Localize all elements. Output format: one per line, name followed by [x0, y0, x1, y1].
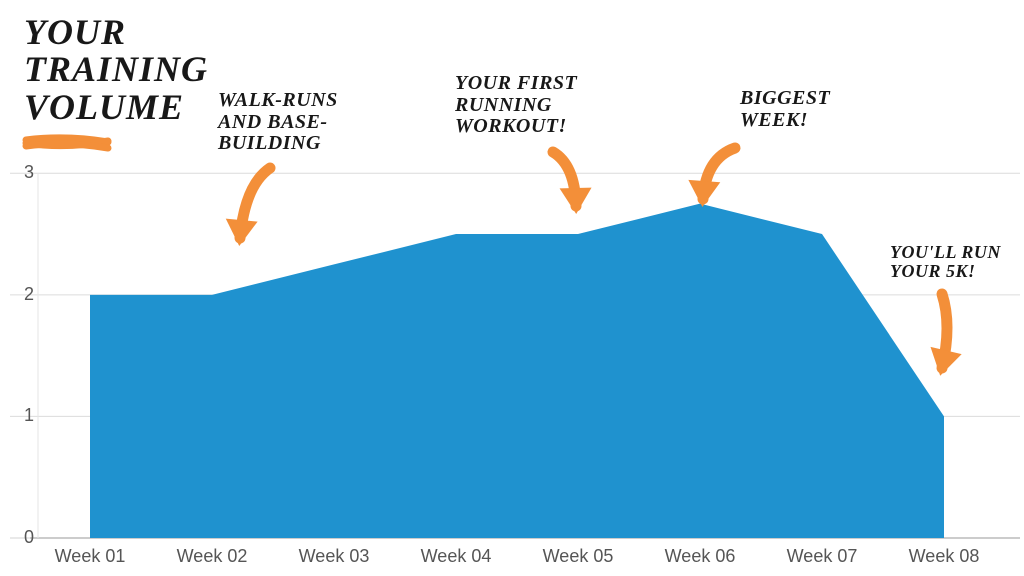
x-tick-label: Week 04	[406, 546, 506, 567]
x-tick-label: Week 01	[40, 546, 140, 567]
x-tick-label: Week 08	[894, 546, 994, 567]
y-tick-label: 1	[6, 405, 34, 426]
chart-annotation: YOUR FIRST RUNNING WORKOUT!	[455, 73, 577, 138]
chart-title-line: YOUR	[24, 14, 208, 51]
y-tick-label: 0	[6, 527, 34, 548]
x-tick-label: Week 06	[650, 546, 750, 567]
chart-title-line: VOLUME	[24, 89, 208, 126]
x-tick-label: Week 05	[528, 546, 628, 567]
chart-annotation: YOU'LL RUN YOUR 5K!	[890, 243, 1001, 282]
y-tick-label: 2	[6, 284, 34, 305]
chart-title-line: TRAINING	[24, 51, 208, 88]
training-volume-chart: { "title": { "line1": "YOUR", "line2": "…	[0, 0, 1024, 576]
x-tick-label: Week 02	[162, 546, 262, 567]
chart-title: YOUR TRAINING VOLUME	[24, 14, 208, 126]
x-tick-label: Week 07	[772, 546, 872, 567]
x-tick-label: Week 03	[284, 546, 384, 567]
y-tick-label: 3	[6, 162, 34, 183]
chart-annotation: BIGGEST WEEK!	[740, 88, 830, 131]
chart-annotation: WALK-RUNS AND BASE- BUILDING	[218, 90, 338, 155]
